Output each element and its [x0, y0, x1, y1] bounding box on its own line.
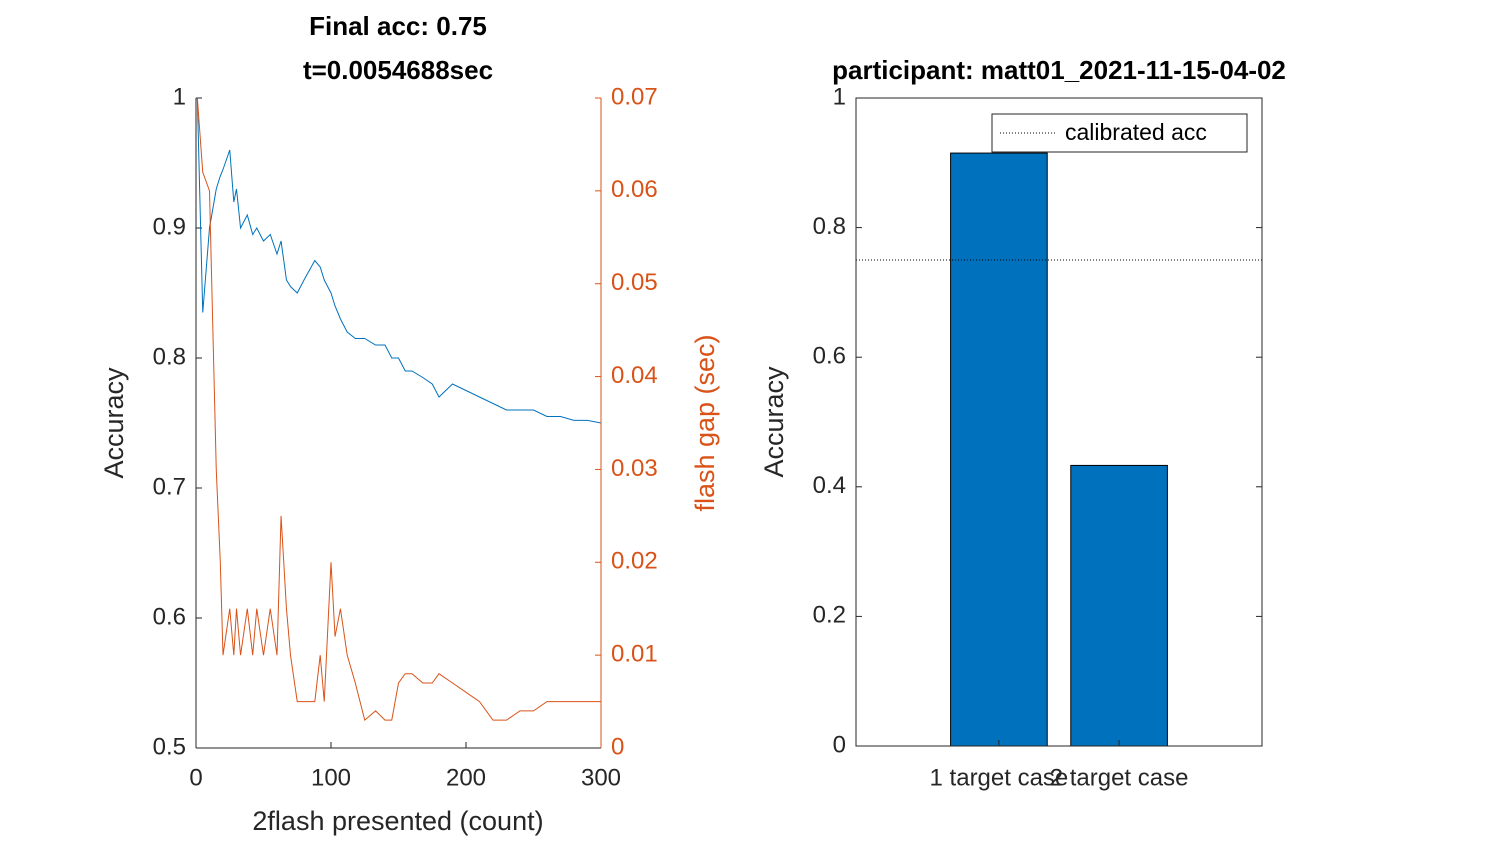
y-tick-label: 0.04 [611, 362, 658, 389]
y-tick-label: 0.01 [611, 640, 658, 667]
y-tick-label: 0.9 [153, 213, 186, 240]
y-axis-label: Accuracy [759, 366, 789, 478]
y-tick-label: 0 [833, 731, 846, 758]
y-tick-label: 0.8 [153, 343, 186, 370]
y-tick-label: 0.4 [813, 472, 846, 499]
y-tick-label: 0.6 [153, 603, 186, 630]
chart-title: Final acc: 0.75 [309, 11, 487, 41]
y-tick-label: 1 [833, 83, 846, 110]
y-tick-label: 1 [173, 83, 186, 110]
x-tick-label: 0 [189, 764, 202, 791]
y-tick-label: 0.05 [611, 269, 658, 296]
x-tick-label: 200 [446, 764, 486, 791]
y-tick-label: 0.03 [611, 455, 658, 482]
legend-box [991, 113, 1248, 153]
y-tick-label: 0.7 [153, 473, 186, 500]
legend-label: calibrated acc [1065, 119, 1207, 145]
x-tick-label: 2 target case [1050, 764, 1189, 791]
chart-title: participant: matt01_2021-11-15-04-02 [832, 55, 1286, 85]
y-tick-label: 0.07 [611, 83, 658, 110]
y-tick-label: 0 [611, 733, 624, 760]
y-tick-label: 0.8 [813, 213, 846, 240]
box [855, 97, 1263, 747]
x-tick-label: 300 [581, 764, 621, 791]
x-tick-label: 1 target case [930, 764, 1069, 791]
x-axis-label: 2flash presented (count) [252, 806, 543, 836]
bar [1070, 464, 1168, 747]
y-tick-label: 0.02 [611, 548, 658, 575]
y-axis-label: Accuracy [99, 367, 129, 479]
y2-axis-label: flash gap (sec) [690, 334, 720, 511]
data-line [196, 98, 601, 424]
chart-subtitle: t=0.0054688sec [303, 55, 493, 85]
y-tick-label: 0.6 [813, 343, 846, 370]
y-tick-label: 0.5 [153, 733, 186, 760]
x-tick-label: 100 [311, 764, 351, 791]
y-tick-label: 0.06 [611, 176, 658, 203]
data-line [196, 98, 601, 722]
y-tick-label: 0.2 [813, 602, 846, 629]
bar [950, 152, 1048, 747]
